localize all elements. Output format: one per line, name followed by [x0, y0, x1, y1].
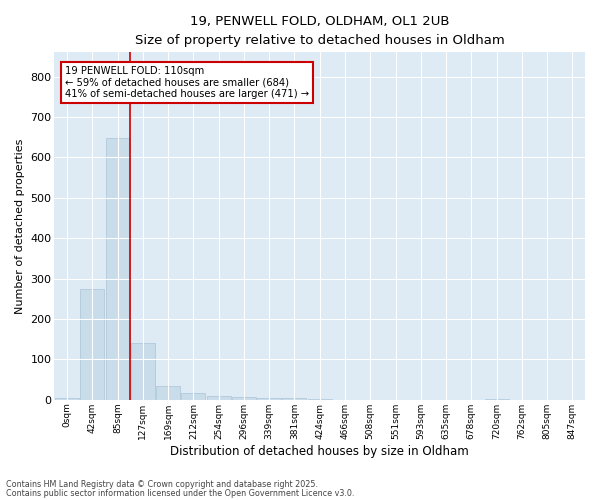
- Text: Contains public sector information licensed under the Open Government Licence v3: Contains public sector information licen…: [6, 488, 355, 498]
- Bar: [156, 386, 180, 400]
- Bar: [106, 138, 130, 400]
- Bar: [206, 396, 230, 400]
- Bar: [55, 398, 79, 400]
- Bar: [257, 398, 281, 400]
- Y-axis label: Number of detached properties: Number of detached properties: [15, 138, 25, 314]
- Text: 19 PENWELL FOLD: 110sqm
← 59% of detached houses are smaller (684)
41% of semi-d: 19 PENWELL FOLD: 110sqm ← 59% of detache…: [65, 66, 309, 100]
- Bar: [181, 392, 205, 400]
- Title: 19, PENWELL FOLD, OLDHAM, OL1 2UB
Size of property relative to detached houses i: 19, PENWELL FOLD, OLDHAM, OL1 2UB Size o…: [135, 15, 505, 47]
- Bar: [131, 343, 155, 400]
- Bar: [485, 398, 509, 400]
- Bar: [80, 288, 104, 400]
- Text: Contains HM Land Registry data © Crown copyright and database right 2025.: Contains HM Land Registry data © Crown c…: [6, 480, 318, 489]
- Bar: [232, 396, 256, 400]
- Bar: [283, 398, 307, 400]
- X-axis label: Distribution of detached houses by size in Oldham: Distribution of detached houses by size …: [170, 444, 469, 458]
